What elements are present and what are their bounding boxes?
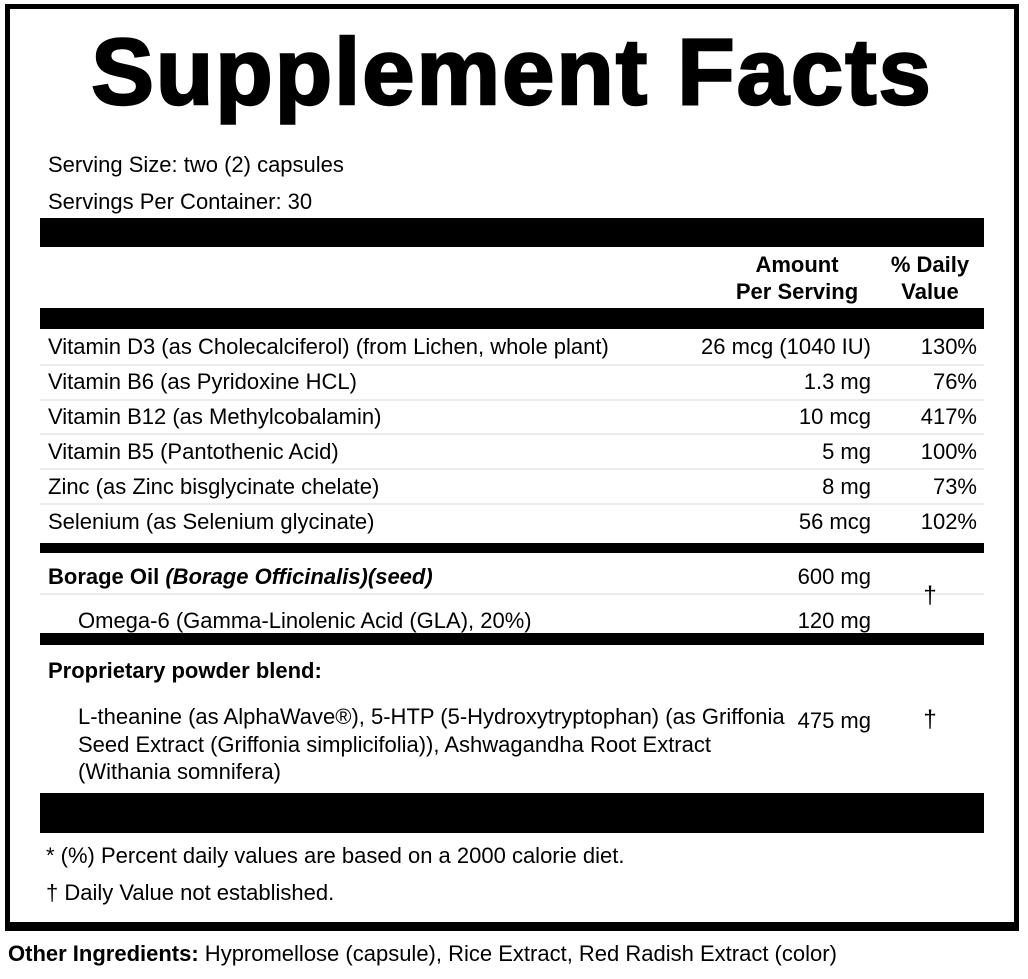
omega6-name: Omega-6 (Gamma-Linolenic Acid (GLA), 20%… — [78, 608, 532, 633]
supplement-facts-panel: Supplement Facts Serving Size: two (2) c… — [5, 4, 1019, 931]
borage-daily-value-dagger: † — [923, 582, 937, 609]
table-row: Selenium (as Selenium glycinate) 56 mcg … — [40, 505, 984, 540]
table-row: Vitamin B5 (Pantothenic Acid) 5 mg 100% — [40, 435, 984, 471]
nutrient-amount: 10 mcg — [798, 403, 871, 429]
column-header-dv-line2: Value — [901, 279, 959, 304]
column-header-daily-value: % Daily Value — [865, 251, 995, 305]
blend-daily-value-dagger: † — [923, 706, 937, 733]
omega6-amount: 120 mg — [797, 608, 871, 633]
nutrient-amount: 8 mg — [822, 473, 871, 499]
blend-line-2: Seed Extract (Griffonia simplicifolia)),… — [78, 731, 711, 757]
omega6-row: Omega-6 (Gamma-Linolenic Acid (GLA), 20%… — [40, 603, 984, 639]
borage-row-separator — [40, 593, 984, 595]
nutrient-amount: 5 mg — [822, 438, 871, 464]
footnote-daily-value-not-established: † Daily Value not established. — [46, 880, 335, 905]
proprietary-blend-heading: Proprietary powder blend: — [48, 658, 322, 683]
servings-per-container-text: Servings Per Container: 30 — [48, 189, 313, 214]
borage-oil-row: Borage Oil (Borage Officinalis)(seed) 60… — [40, 558, 984, 596]
nutrient-name: Vitamin B6 (as Pyridoxine HCL) — [48, 369, 357, 395]
borage-oil-name: Borage Oil (Borage Officinalis)(seed) — [48, 564, 433, 590]
column-header-amount-line1: Amount — [755, 252, 839, 277]
table-row: Zinc (as Zinc bisglycinate chelate) 8 mg… — [40, 470, 984, 505]
other-ingredients-text: Hypromellose (capsule), Rice Extract, Re… — [198, 941, 837, 966]
column-header-amount: Amount Per Serving — [717, 251, 877, 305]
blend-line-3: (Withania somnifera) — [78, 759, 281, 784]
borage-oil-name-regular: Borage Oil — [48, 564, 166, 589]
serving-size-text: Serving Size: two (2) capsules — [48, 152, 344, 177]
other-ingredients-label: Other Ingredients: — [8, 941, 199, 966]
nutrient-daily-value: 100% — [920, 438, 977, 464]
divider-bar-above-borage — [40, 543, 984, 553]
nutrient-daily-value: 73% — [932, 473, 977, 499]
footnote-percent-daily-values: * (%) Percent daily values are based on … — [46, 843, 625, 868]
nutrient-name: Vitamin B12 (as Methylcobalamin) — [48, 403, 382, 429]
column-header-amount-line2: Per Serving — [735, 279, 859, 304]
nutrient-amount: 1.3 mg — [803, 369, 871, 395]
divider-bar-thick-top — [40, 218, 984, 247]
nutrient-name: Vitamin D3 (as Cholecalciferol) (from Li… — [48, 334, 609, 360]
divider-bar-under-headers — [40, 308, 984, 329]
divider-bar-above-footnotes — [40, 793, 984, 833]
proprietary-blend-amount: 475 mg — [797, 708, 871, 733]
nutrient-amount: 26 mcg (1040 IU) — [701, 334, 871, 360]
nutrient-rows: Vitamin D3 (as Cholecalciferol) (from Li… — [40, 331, 984, 540]
table-row: Vitamin D3 (as Cholecalciferol) (from Li… — [40, 331, 984, 366]
panel-title: Supplement Facts — [90, 19, 933, 124]
table-row: Vitamin B12 (as Methylcobalamin) 10 mcg … — [40, 401, 984, 436]
proprietary-blend-ingredients: L-theanine (as AlphaWave®), 5-HTP (5-Hyd… — [78, 703, 785, 786]
blend-line-1: L-theanine (as AlphaWave®), 5-HTP (5-Hyd… — [78, 704, 785, 729]
column-header-dv-line1: % Daily — [890, 252, 970, 277]
nutrient-name: Vitamin B5 (Pantothenic Acid) — [48, 438, 339, 464]
borage-oil-name-latin: (Borage Officinalis)(seed) — [165, 564, 433, 589]
borage-oil-amount: 600 mg — [797, 564, 871, 589]
divider-bar-above-blend — [40, 633, 984, 645]
nutrient-daily-value: 102% — [920, 509, 977, 535]
other-ingredients-line: Other Ingredients: Hypromellose (capsule… — [8, 940, 837, 968]
nutrient-amount: 56 mcg — [798, 509, 871, 535]
nutrient-daily-value: 417% — [920, 403, 977, 429]
nutrient-daily-value: 76% — [932, 369, 977, 395]
table-row: Vitamin B6 (as Pyridoxine HCL) 1.3 mg 76… — [40, 366, 984, 401]
nutrient-name: Zinc (as Zinc bisglycinate chelate) — [48, 473, 380, 499]
nutrient-name: Selenium (as Selenium glycinate) — [48, 509, 375, 535]
nutrient-daily-value: 130% — [920, 334, 977, 360]
